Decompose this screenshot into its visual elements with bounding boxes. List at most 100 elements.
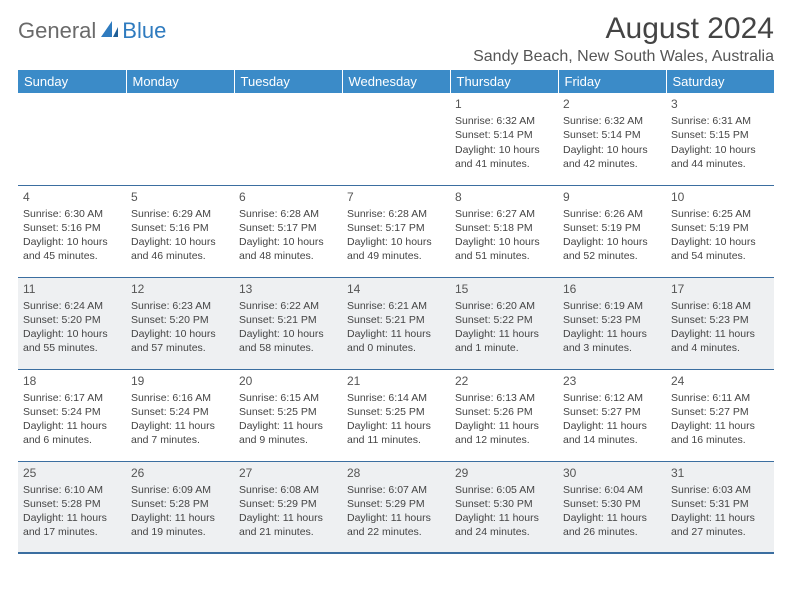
sunset-text: Sunset: 5:27 PM [563,405,661,419]
calendar-cell: 24Sunrise: 6:11 AMSunset: 5:27 PMDayligh… [666,369,774,461]
daylight-text: and 9 minutes. [239,433,337,447]
daylight-text: and 55 minutes. [23,341,121,355]
calendar-cell: 11Sunrise: 6:24 AMSunset: 5:20 PMDayligh… [18,277,126,369]
sunrise-text: Sunrise: 6:21 AM [347,299,445,313]
sunrise-text: Sunrise: 6:27 AM [455,207,553,221]
daylight-text: Daylight: 10 hours [131,235,229,249]
day-number: 30 [563,465,661,481]
sunset-text: Sunset: 5:24 PM [23,405,121,419]
day-number: 16 [563,281,661,297]
daylight-text: Daylight: 10 hours [563,143,661,157]
daylight-text: and 58 minutes. [239,341,337,355]
sunset-text: Sunset: 5:26 PM [455,405,553,419]
day-number: 18 [23,373,121,389]
calendar-cell: 26Sunrise: 6:09 AMSunset: 5:28 PMDayligh… [126,461,234,553]
daylight-text: and 45 minutes. [23,249,121,263]
calendar-cell: 30Sunrise: 6:04 AMSunset: 5:30 PMDayligh… [558,461,666,553]
daylight-text: Daylight: 10 hours [347,235,445,249]
logo-text-blue: Blue [122,18,166,44]
sunset-text: Sunset: 5:15 PM [671,128,769,142]
daylight-text: and 49 minutes. [347,249,445,263]
day-number: 12 [131,281,229,297]
day-number: 23 [563,373,661,389]
daylight-text: Daylight: 11 hours [563,327,661,341]
day-number: 11 [23,281,121,297]
sunrise-text: Sunrise: 6:26 AM [563,207,661,221]
daylight-text: Daylight: 11 hours [347,419,445,433]
sunrise-text: Sunrise: 6:03 AM [671,483,769,497]
sunrise-text: Sunrise: 6:18 AM [671,299,769,313]
calendar-cell: 4Sunrise: 6:30 AMSunset: 5:16 PMDaylight… [18,185,126,277]
sunset-text: Sunset: 5:28 PM [131,497,229,511]
calendar-cell: 17Sunrise: 6:18 AMSunset: 5:23 PMDayligh… [666,277,774,369]
day-number: 22 [455,373,553,389]
sunrise-text: Sunrise: 6:09 AM [131,483,229,497]
sunrise-text: Sunrise: 6:32 AM [455,114,553,128]
sunrise-text: Sunrise: 6:32 AM [563,114,661,128]
calendar-cell: 8Sunrise: 6:27 AMSunset: 5:18 PMDaylight… [450,185,558,277]
day-header: Wednesday [342,70,450,93]
day-number: 17 [671,281,769,297]
sunset-text: Sunset: 5:16 PM [131,221,229,235]
sunset-text: Sunset: 5:16 PM [23,221,121,235]
sunset-text: Sunset: 5:30 PM [455,497,553,511]
calendar-cell: 23Sunrise: 6:12 AMSunset: 5:27 PMDayligh… [558,369,666,461]
daylight-text: and 57 minutes. [131,341,229,355]
calendar-head: SundayMondayTuesdayWednesdayThursdayFrid… [18,70,774,93]
calendar-cell: 12Sunrise: 6:23 AMSunset: 5:20 PMDayligh… [126,277,234,369]
calendar-cell: 5Sunrise: 6:29 AMSunset: 5:16 PMDaylight… [126,185,234,277]
sunrise-text: Sunrise: 6:31 AM [671,114,769,128]
logo: General Blue [18,12,166,44]
sunrise-text: Sunrise: 6:19 AM [563,299,661,313]
day-number: 9 [563,189,661,205]
calendar-week-row: 4Sunrise: 6:30 AMSunset: 5:16 PMDaylight… [18,185,774,277]
logo-sail-icon [99,19,119,44]
sunset-text: Sunset: 5:27 PM [671,405,769,419]
day-number: 13 [239,281,337,297]
daylight-text: and 52 minutes. [563,249,661,263]
sunrise-text: Sunrise: 6:11 AM [671,391,769,405]
daylight-text: and 11 minutes. [347,433,445,447]
daylight-text: Daylight: 10 hours [131,327,229,341]
daylight-text: and 19 minutes. [131,525,229,539]
day-number: 7 [347,189,445,205]
logo-text-general: General [18,18,96,44]
day-number: 4 [23,189,121,205]
calendar-cell: 31Sunrise: 6:03 AMSunset: 5:31 PMDayligh… [666,461,774,553]
calendar-cell: 7Sunrise: 6:28 AMSunset: 5:17 PMDaylight… [342,185,450,277]
sunrise-text: Sunrise: 6:15 AM [239,391,337,405]
calendar-week-row: 1Sunrise: 6:32 AMSunset: 5:14 PMDaylight… [18,93,774,185]
daylight-text: and 6 minutes. [23,433,121,447]
daylight-text: and 26 minutes. [563,525,661,539]
day-header: Tuesday [234,70,342,93]
calendar-week-row: 18Sunrise: 6:17 AMSunset: 5:24 PMDayligh… [18,369,774,461]
calendar-cell: 14Sunrise: 6:21 AMSunset: 5:21 PMDayligh… [342,277,450,369]
daylight-text: Daylight: 11 hours [239,511,337,525]
daylight-text: Daylight: 10 hours [671,143,769,157]
daylight-text: and 16 minutes. [671,433,769,447]
day-number: 8 [455,189,553,205]
calendar-cell: 1Sunrise: 6:32 AMSunset: 5:14 PMDaylight… [450,93,558,185]
daylight-text: and 27 minutes. [671,525,769,539]
calendar-week-row: 11Sunrise: 6:24 AMSunset: 5:20 PMDayligh… [18,277,774,369]
sunrise-text: Sunrise: 6:12 AM [563,391,661,405]
daylight-text: and 14 minutes. [563,433,661,447]
calendar-cell [126,93,234,185]
daylight-text: Daylight: 11 hours [347,327,445,341]
sunset-text: Sunset: 5:21 PM [347,313,445,327]
day-number: 27 [239,465,337,481]
sunset-text: Sunset: 5:14 PM [455,128,553,142]
sunset-text: Sunset: 5:20 PM [23,313,121,327]
daylight-text: Daylight: 11 hours [455,511,553,525]
calendar-cell: 10Sunrise: 6:25 AMSunset: 5:19 PMDayligh… [666,185,774,277]
sunrise-text: Sunrise: 6:23 AM [131,299,229,313]
calendar-cell: 16Sunrise: 6:19 AMSunset: 5:23 PMDayligh… [558,277,666,369]
calendar-cell: 15Sunrise: 6:20 AMSunset: 5:22 PMDayligh… [450,277,558,369]
day-header: Sunday [18,70,126,93]
daylight-text: and 0 minutes. [347,341,445,355]
daylight-text: Daylight: 11 hours [671,327,769,341]
calendar-body: 1Sunrise: 6:32 AMSunset: 5:14 PMDaylight… [18,93,774,553]
daylight-text: and 21 minutes. [239,525,337,539]
title-block: August 2024 Sandy Beach, New South Wales… [473,12,774,66]
daylight-text: Daylight: 10 hours [23,327,121,341]
